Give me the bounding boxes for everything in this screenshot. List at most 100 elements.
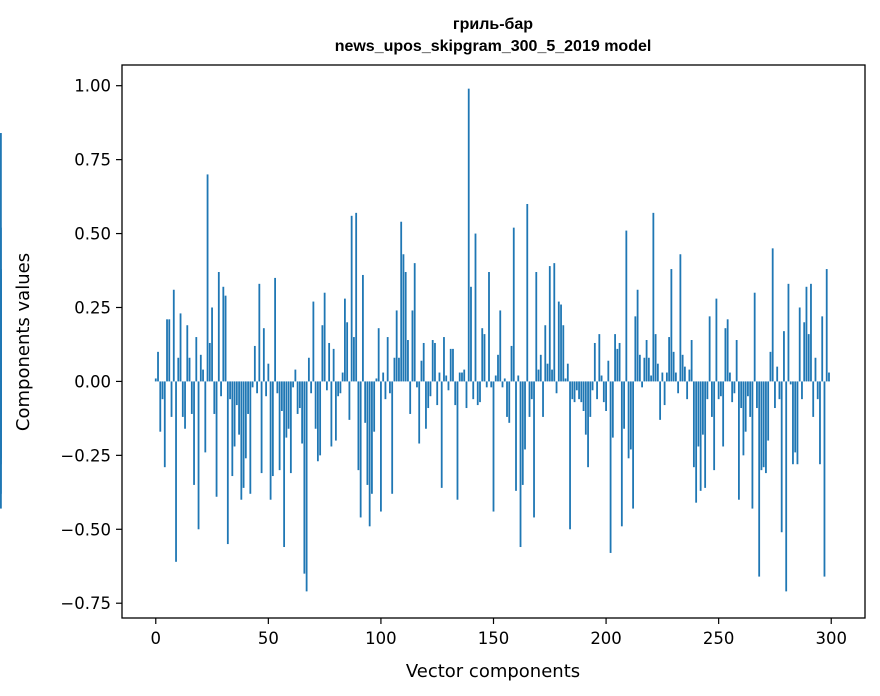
bar-136 bbox=[461, 372, 463, 382]
bar-187 bbox=[575, 381, 578, 391]
bar-214 bbox=[636, 289, 639, 382]
bar-16 bbox=[190, 381, 193, 414]
bar-107 bbox=[395, 310, 398, 382]
bar-75 bbox=[323, 292, 326, 382]
bar-241 bbox=[697, 381, 700, 447]
bar-95 bbox=[368, 381, 371, 527]
bar-28 bbox=[217, 272, 220, 382]
bar-83 bbox=[341, 372, 344, 382]
bar-208 bbox=[623, 381, 625, 429]
bar-171 bbox=[539, 354, 542, 382]
bar-299 bbox=[828, 372, 830, 382]
bar-137 bbox=[463, 369, 466, 382]
bar-132 bbox=[452, 348, 454, 382]
bar-158 bbox=[510, 345, 513, 382]
bar-250 bbox=[717, 381, 720, 400]
bar-41 bbox=[247, 381, 249, 414]
bar-125 bbox=[436, 381, 439, 406]
bar-0 bbox=[154, 378, 157, 382]
bar-128 bbox=[443, 337, 445, 382]
bar-207 bbox=[620, 381, 623, 527]
bar-124 bbox=[434, 342, 436, 382]
bar-69 bbox=[310, 381, 313, 394]
bar-63 bbox=[296, 381, 299, 414]
bar-219 bbox=[647, 357, 650, 382]
bar-126 bbox=[438, 372, 441, 382]
bar-106 bbox=[393, 357, 396, 382]
bar-261 bbox=[742, 381, 745, 456]
bar-147 bbox=[485, 381, 488, 388]
bar-197 bbox=[598, 334, 601, 382]
bar-49 bbox=[265, 381, 267, 397]
bar-96 bbox=[371, 381, 373, 494]
bar-273 bbox=[769, 351, 772, 382]
bar-116 bbox=[416, 381, 418, 388]
bar-58 bbox=[285, 381, 288, 438]
bar-34 bbox=[231, 381, 234, 477]
bar-245 bbox=[706, 381, 709, 400]
bar-166 bbox=[528, 381, 531, 417]
bar-164 bbox=[524, 381, 526, 450]
bar-89 bbox=[355, 212, 358, 382]
bar-150 bbox=[492, 381, 495, 512]
bar-160 bbox=[515, 381, 517, 491]
bar-234 bbox=[681, 354, 684, 382]
bar-240 bbox=[695, 381, 698, 503]
bar-37 bbox=[238, 381, 240, 435]
y-tick-label: −0.25 bbox=[60, 446, 111, 465]
bar-165 bbox=[526, 203, 529, 382]
bar-205 bbox=[616, 348, 619, 382]
chart-subtitle: news_upos_skipgram_300_5_2019 model bbox=[335, 38, 652, 55]
bar-251 bbox=[720, 381, 722, 397]
bar-113 bbox=[409, 381, 412, 414]
bar-50 bbox=[267, 363, 270, 382]
bar-156 bbox=[506, 381, 508, 417]
bar-220 bbox=[650, 375, 653, 382]
bar-246 bbox=[708, 316, 711, 382]
bar-181 bbox=[562, 325, 565, 382]
bar-191 bbox=[584, 381, 587, 435]
bar-29 bbox=[220, 381, 222, 397]
bar-294 bbox=[816, 381, 819, 400]
bar-289 bbox=[805, 286, 808, 382]
bar-undefined bbox=[0, 363, 2, 382]
bar-72 bbox=[316, 381, 319, 462]
bar-252 bbox=[722, 381, 725, 447]
bar-183 bbox=[566, 363, 569, 382]
bar-276 bbox=[776, 366, 779, 382]
bar-224 bbox=[659, 381, 662, 420]
bar-74 bbox=[321, 325, 324, 382]
bar-230 bbox=[672, 351, 675, 382]
bar-157 bbox=[508, 381, 511, 423]
bar-279 bbox=[783, 331, 785, 382]
bar-177 bbox=[553, 263, 556, 382]
bar-48 bbox=[262, 328, 265, 382]
bar-265 bbox=[751, 381, 754, 509]
bar-undefined bbox=[0, 381, 2, 414]
bar-123 bbox=[431, 340, 434, 382]
bar-52 bbox=[271, 381, 274, 477]
bar-66 bbox=[303, 381, 306, 574]
bar-295 bbox=[819, 381, 821, 465]
bar-257 bbox=[733, 381, 736, 394]
bar-288 bbox=[803, 322, 806, 382]
bar-79 bbox=[332, 348, 335, 382]
bar-90 bbox=[357, 381, 360, 471]
bar-43 bbox=[251, 381, 254, 388]
bar-145 bbox=[481, 328, 484, 382]
bar-114 bbox=[411, 310, 414, 382]
y-tick-label: −0.75 bbox=[60, 594, 111, 613]
bar-298 bbox=[825, 269, 828, 382]
bar-51 bbox=[269, 381, 272, 500]
bar-21 bbox=[202, 369, 204, 382]
bar-204 bbox=[614, 334, 616, 382]
bar-189 bbox=[580, 381, 583, 403]
y-tick-label: 0.25 bbox=[74, 298, 111, 317]
bar-64 bbox=[298, 381, 301, 409]
bar-5 bbox=[166, 319, 168, 382]
bar-221 bbox=[652, 212, 655, 382]
bar-258 bbox=[735, 340, 738, 382]
bar-243 bbox=[701, 381, 704, 435]
bar-151 bbox=[494, 375, 497, 382]
